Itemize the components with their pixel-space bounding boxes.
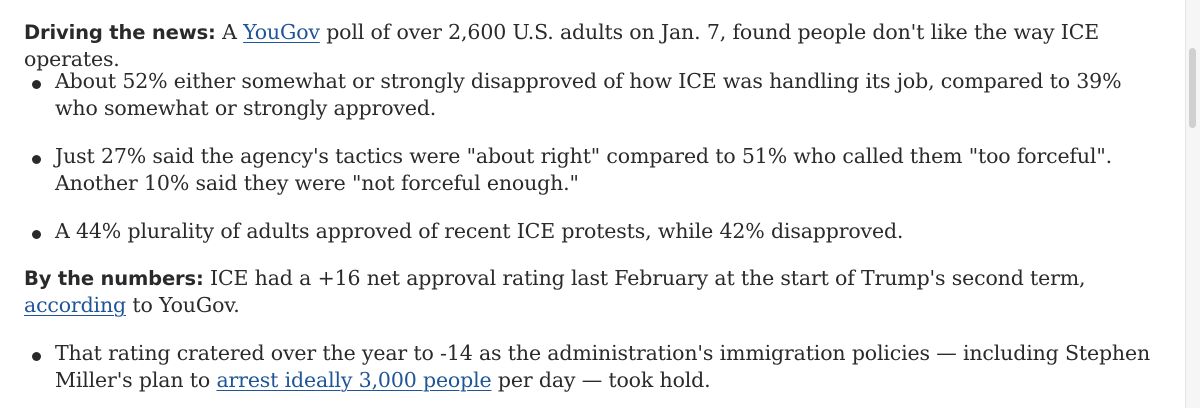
bullet-dot <box>32 80 41 89</box>
bullet-item-protests: A 44% plurality of adults approved of re… <box>55 219 904 243</box>
arrest-people-link[interactable]: arrest ideally 3,000 people <box>216 368 492 392</box>
bullet-item-disapproval: About 52% either somewhat or strongly di… <box>55 69 1122 120</box>
bullet-dot <box>32 230 41 239</box>
paragraph-text: ICE had a +16 net approval rating last F… <box>210 266 1086 290</box>
paragraph-text: to YouGov. <box>132 293 240 317</box>
section-lead-driving-the-news: Driving the news: <box>24 21 216 44</box>
yougov-link[interactable]: YouGov <box>243 20 320 44</box>
according-link[interactable]: according <box>24 293 126 317</box>
bullet-dot <box>32 352 41 361</box>
bullet-item-rating-cratered: That rating cratered over the year to -1… <box>55 340 1165 394</box>
scrollbar-thumb[interactable] <box>1189 48 1196 128</box>
paragraph-driving-the-news: Driving the news: A YouGov poll of over … <box>24 19 1184 73</box>
bullet-item-tactics: Just 27% said the agency's tactics were … <box>55 144 1112 195</box>
bullet-text: That rating cratered over the year to -1… <box>55 341 1151 392</box>
vertical-scrollbar[interactable] <box>1185 0 1200 408</box>
section-lead-by-the-numbers: By the numbers: <box>24 267 204 290</box>
paragraph-text: poll of over 2,600 U.S. adults on Jan. 7… <box>24 20 1100 71</box>
paragraph-by-the-numbers: By the numbers: ICE had a +16 net approv… <box>24 265 1184 319</box>
bullet-text: per day — took hold. <box>497 368 711 392</box>
paragraph-text: A <box>222 20 237 44</box>
bullet-dot <box>32 155 41 164</box>
